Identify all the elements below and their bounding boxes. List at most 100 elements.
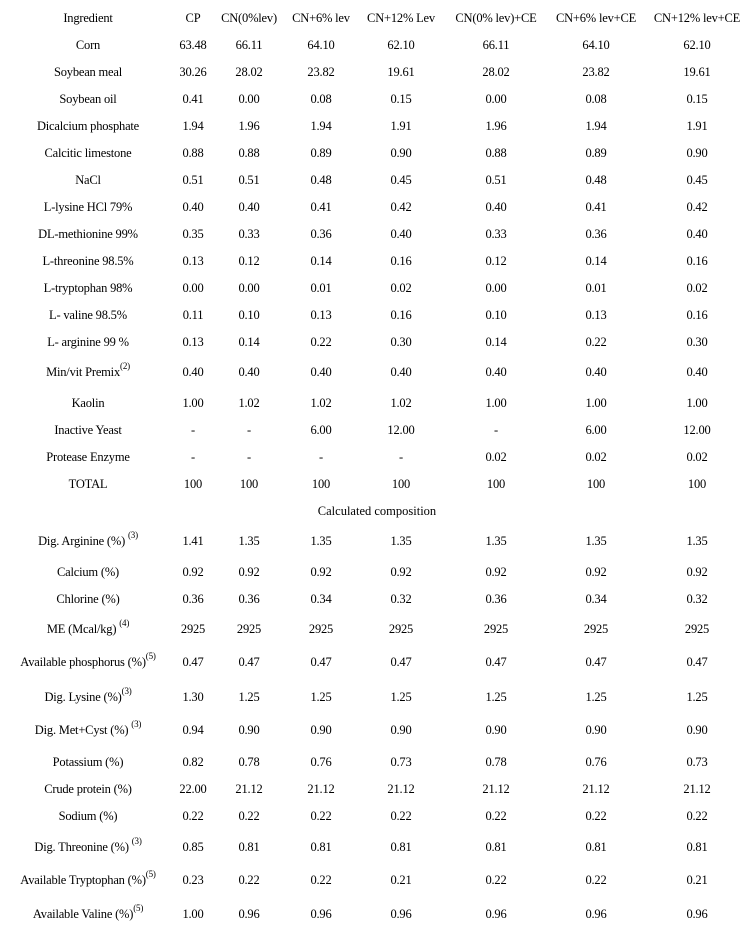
table-cell-text: 2925 [180, 622, 206, 636]
table-cell-text: 2925 [684, 622, 710, 636]
table-cell-text: 0.51 [238, 173, 260, 187]
table-cell-text: 0.00 [182, 281, 204, 295]
table-cell: 0.47 [182, 652, 203, 672]
column-header: CP [186, 8, 201, 28]
table-cell-text: 100 [183, 477, 203, 491]
table-cell-text: 1.35 [686, 534, 708, 548]
row-label: Available Tryptophan (%)(5) [20, 869, 156, 890]
table-cell: 0.22 [390, 806, 411, 826]
table-cell: 64.10 [582, 35, 609, 55]
table-cell: 62.10 [387, 35, 414, 55]
row-label-text: Available Valine (%) [32, 907, 134, 921]
table-cell-text: 0.47 [182, 655, 204, 669]
table-cell: 0.22 [238, 870, 259, 890]
table-cell: 64.10 [307, 35, 334, 55]
row-label: Dig. Met+Cyst (%) (3) [34, 719, 142, 740]
table-cell: 0.01 [585, 278, 606, 298]
table-cell-text: 1.25 [310, 690, 332, 704]
table-cell: 0.02 [390, 278, 411, 298]
row-label-text: Soybean meal [53, 65, 123, 79]
table-cell: 0.00 [485, 278, 506, 298]
table-cell-text: 0.47 [585, 655, 607, 669]
table-cell-text: 0.90 [310, 723, 332, 737]
table-cell-text: 0.14 [238, 335, 260, 349]
row-label-text: Dig. Met+Cyst (%) [34, 723, 132, 737]
table-cell-text: 0.96 [686, 907, 708, 921]
table-cell: 0.40 [310, 362, 331, 382]
table-cell-text: 21.12 [387, 782, 415, 796]
table-cell: 28.02 [482, 62, 509, 82]
table-cell: 1.25 [585, 687, 606, 707]
table-cell-text: 1.91 [390, 119, 412, 133]
row-label: Available Valine (%)(5) [32, 903, 144, 924]
table-cell: 0.34 [310, 589, 331, 609]
table-cell-text: 2925 [236, 622, 262, 636]
table-cell: 0.16 [390, 251, 411, 271]
table-cell-text: 0.14 [585, 254, 607, 268]
row-label: ME (Mcal/kg) (4) [46, 618, 129, 639]
table-cell-text: 1.96 [238, 119, 260, 133]
table-row: Sodium (%) 0.22 0.22 0.22 0.22 0.22 0.22 0.22 [0, 806, 754, 826]
row-label: Soybean oil [59, 89, 116, 109]
table-cell-text: 100 [486, 477, 506, 491]
table-row: Kaolin 1.00 1.02 1.02 1.02 1.00 1.00 1.00 [0, 393, 754, 413]
table-cell: 0.00 [238, 278, 259, 298]
table-row: Inactive Yeast - - 6.00 12.00 - 6.00 12.00 [0, 420, 754, 440]
table-cell: 0.51 [182, 170, 203, 190]
table-cell: 0.22 [238, 806, 259, 826]
table-cell-text: 1.35 [485, 534, 507, 548]
table-row: Protease Enzyme - - - - 0.02 0.02 0.02 [0, 447, 754, 467]
table-cell-text: 1.00 [585, 396, 607, 410]
table-cell-text: 64.10 [307, 38, 335, 52]
table-cell-text: 0.40 [182, 365, 204, 379]
table-cell: 1.25 [310, 687, 331, 707]
table-cell-text: 0.41 [310, 200, 332, 214]
table-cell-text: 28.02 [482, 65, 510, 79]
column-header: CN+6% lev [292, 8, 350, 28]
row-label: Min/vit Premix(2) [46, 361, 130, 382]
footnote-marker: (5) [133, 903, 144, 913]
table-cell-text: 0.40 [485, 365, 507, 379]
table-cell: 0.36 [485, 589, 506, 609]
table-row: Dig. Threonine (%) (3) 0.85 0.81 0.81 0.81 0.… [0, 836, 754, 857]
table-cell: 0.48 [310, 170, 331, 190]
table-cell-text: 0.48 [310, 173, 332, 187]
table-cell: 100 [184, 474, 202, 494]
table-cell: 0.78 [238, 752, 259, 772]
table-cell: 0.15 [390, 89, 411, 109]
table-cell: 19.61 [387, 62, 414, 82]
table-cell: 0.81 [390, 837, 411, 857]
table-cell-text: 0.00 [485, 281, 507, 295]
table-cell-text: 62.10 [683, 38, 711, 52]
table-cell-text: 0.22 [585, 873, 607, 887]
table-cell: 0.33 [238, 224, 259, 244]
table-cell: 0.90 [485, 720, 506, 740]
table-cell-text: 22.00 [179, 782, 207, 796]
row-label: Crude protein (%) [44, 779, 132, 799]
row-label: DL-methionine 99% [38, 224, 138, 244]
row-label-text: Crude protein (%) [44, 782, 132, 796]
table-cell: 0.41 [310, 197, 331, 217]
table-row: Dig. Arginine (%) (3) 1.41 1.35 1.35 1.35 1.3… [0, 530, 754, 551]
row-label: L-threonine 98.5% [42, 251, 133, 271]
table-cell: 0.41 [182, 89, 203, 109]
row-label-text: ME (Mcal/kg) [46, 622, 120, 636]
table-cell: 0.21 [390, 870, 411, 890]
table-cell: 0.92 [182, 562, 203, 582]
row-label: Protease Enzyme [46, 447, 130, 467]
column-header-text: Ingredient [63, 11, 113, 25]
table-cell: 1.02 [390, 393, 411, 413]
table-cell-text: 0.22 [485, 873, 507, 887]
table-cell-text: 0.22 [585, 335, 607, 349]
table-cell: 21.12 [307, 779, 334, 799]
table-cell-text: 0.30 [390, 335, 412, 349]
table-cell-text: 0.01 [585, 281, 607, 295]
table-cell: 21.12 [235, 779, 262, 799]
table-cell-text: 0.81 [390, 840, 412, 854]
table-cell-text: 21.12 [482, 782, 510, 796]
table-cell-text: 100 [311, 477, 331, 491]
table-cell-text: 0.90 [686, 723, 708, 737]
row-label-text: Dig. Threonine (%) [34, 840, 132, 854]
table-cell: 0.90 [686, 720, 707, 740]
table-cell: 0.85 [182, 837, 203, 857]
